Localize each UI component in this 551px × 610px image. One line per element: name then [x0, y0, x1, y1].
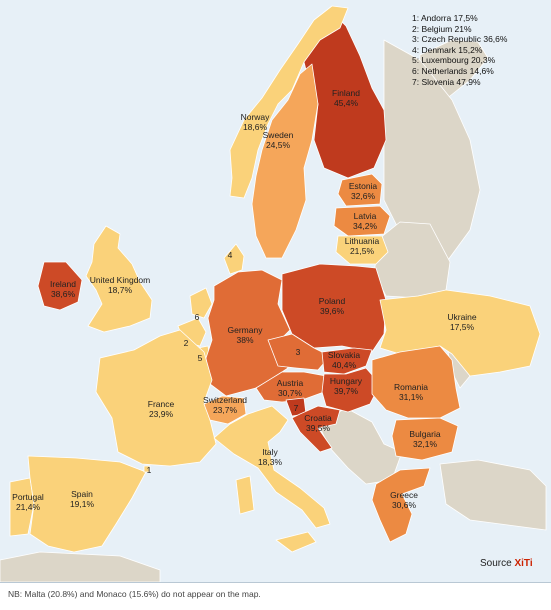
- small-country-markers: 1 2 3 4 5 6 7: [147, 250, 301, 475]
- legend-item: 3: Czech Republic 36,6%: [412, 34, 508, 45]
- source-prefix: Source: [480, 558, 515, 569]
- country-sicily[interactable]: [275, 531, 317, 553]
- country-andorra[interactable]: [143, 465, 151, 473]
- footnote: NB: Malta (20.8%) and Monaco (15.6%) do …: [8, 589, 261, 599]
- no-data-regions: [0, 39, 547, 582]
- legend-item: 2: Belgium 21%: [412, 23, 472, 34]
- label-croatia: Croatia 39,5%: [304, 413, 332, 433]
- country-denmark[interactable]: [223, 243, 245, 275]
- marker-slovenia: 7: [294, 403, 299, 413]
- country-spain[interactable]: [27, 455, 147, 553]
- label-france: France 23,9%: [148, 399, 175, 419]
- label-bulgaria: Bulgaria 32,1%: [409, 429, 440, 449]
- marker-luxembourg: 5: [198, 353, 203, 363]
- country-switzerland[interactable]: [203, 395, 247, 425]
- label-italy: Italy 18,3%: [258, 447, 283, 467]
- label-sweden: Sweden 24,5%: [263, 130, 294, 150]
- label-slovakia: Slovakia 40,4%: [328, 350, 360, 370]
- label-greece: Greece 30,6%: [390, 490, 418, 510]
- label-united-kingdom: United Kingdom 18,7%: [90, 275, 150, 295]
- label-lithuania: Lithuania 21,5%: [345, 236, 380, 256]
- map-frame: Finland 45,4% Norway 18,6% Sweden 24,5% Est…: [0, 0, 551, 583]
- country-netherlands[interactable]: [189, 287, 213, 319]
- label-switzerland: Switzerland 23,7%: [203, 395, 247, 415]
- source-credit: Source XiTi: [480, 558, 533, 569]
- legend-item: 4: Denmark 15,2%: [412, 44, 483, 55]
- marker-denmark: 4: [228, 250, 233, 260]
- country-ukraine[interactable]: [379, 289, 541, 377]
- europe-map: Finland 45,4% Norway 18,6% Sweden 24,5% Est…: [0, 5, 547, 582]
- morocco-region: [0, 551, 161, 582]
- label-portugal: Portugal 21,4%: [12, 492, 44, 512]
- country-norway[interactable]: [229, 5, 349, 199]
- country-slovakia[interactable]: [321, 347, 373, 375]
- balkans-region: [317, 407, 403, 485]
- label-estonia: Estonia 32,6%: [349, 181, 378, 201]
- country-sardinia[interactable]: [235, 475, 255, 515]
- legend-item: 5: Luxembourg 20,3%: [412, 55, 496, 66]
- small-country-legend: 1: Andorra 17,5% 2: Belgium 21% 3: Czech…: [412, 13, 544, 87]
- country-hungary[interactable]: [321, 367, 381, 413]
- label-romania: Romania 31,1%: [394, 382, 428, 402]
- country-ireland[interactable]: [37, 261, 83, 311]
- turkey-region: [439, 459, 547, 531]
- country-greece[interactable]: [371, 467, 431, 543]
- country-france[interactable]: [95, 329, 217, 467]
- label-ukraine: Ukraine 17,5%: [447, 312, 477, 332]
- label-poland: Poland 39,6%: [319, 296, 346, 316]
- country-bulgaria[interactable]: [391, 417, 459, 461]
- country-croatia[interactable]: [291, 405, 341, 453]
- country-poland[interactable]: [281, 263, 387, 353]
- country-lithuania[interactable]: [335, 235, 389, 265]
- label-austria: Austria 30,7%: [277, 378, 304, 398]
- country-estonia[interactable]: [337, 173, 383, 207]
- legend-item: 1: Andorra 17,5%: [412, 13, 478, 23]
- source-brand: XiTi: [514, 558, 533, 569]
- label-spain: Spain 19,1%: [70, 489, 95, 509]
- country-united-kingdom[interactable]: [85, 225, 153, 333]
- country-romania[interactable]: [371, 345, 461, 419]
- country-labels: Finland 45,4% Norway 18,6% Sweden 24,5% Est…: [12, 88, 477, 512]
- legend-item: 6: Netherlands 14,6%: [412, 65, 494, 76]
- marker-andorra: 1: [147, 465, 152, 475]
- label-germany: Germany 38%: [228, 325, 264, 345]
- russia-region: [383, 39, 481, 261]
- country-shapes: [9, 5, 541, 553]
- marker-belgium: 2: [184, 338, 189, 348]
- label-hungary: Hungary 39,7%: [330, 376, 363, 396]
- label-latvia: Latvia 34,2%: [353, 211, 378, 231]
- label-finland: Finland 45,4%: [332, 88, 360, 108]
- marker-czech-republic: 3: [296, 347, 301, 357]
- country-latvia[interactable]: [333, 205, 391, 237]
- label-norway: Norway 18,6%: [241, 112, 271, 132]
- legend-item: 7: Slovenia 47,9%: [412, 76, 481, 87]
- marker-netherlands: 6: [195, 312, 200, 322]
- label-ireland: Ireland 38,6%: [50, 279, 76, 299]
- country-sweden[interactable]: [251, 63, 319, 259]
- country-portugal[interactable]: [9, 477, 35, 537]
- country-italy[interactable]: [213, 405, 331, 529]
